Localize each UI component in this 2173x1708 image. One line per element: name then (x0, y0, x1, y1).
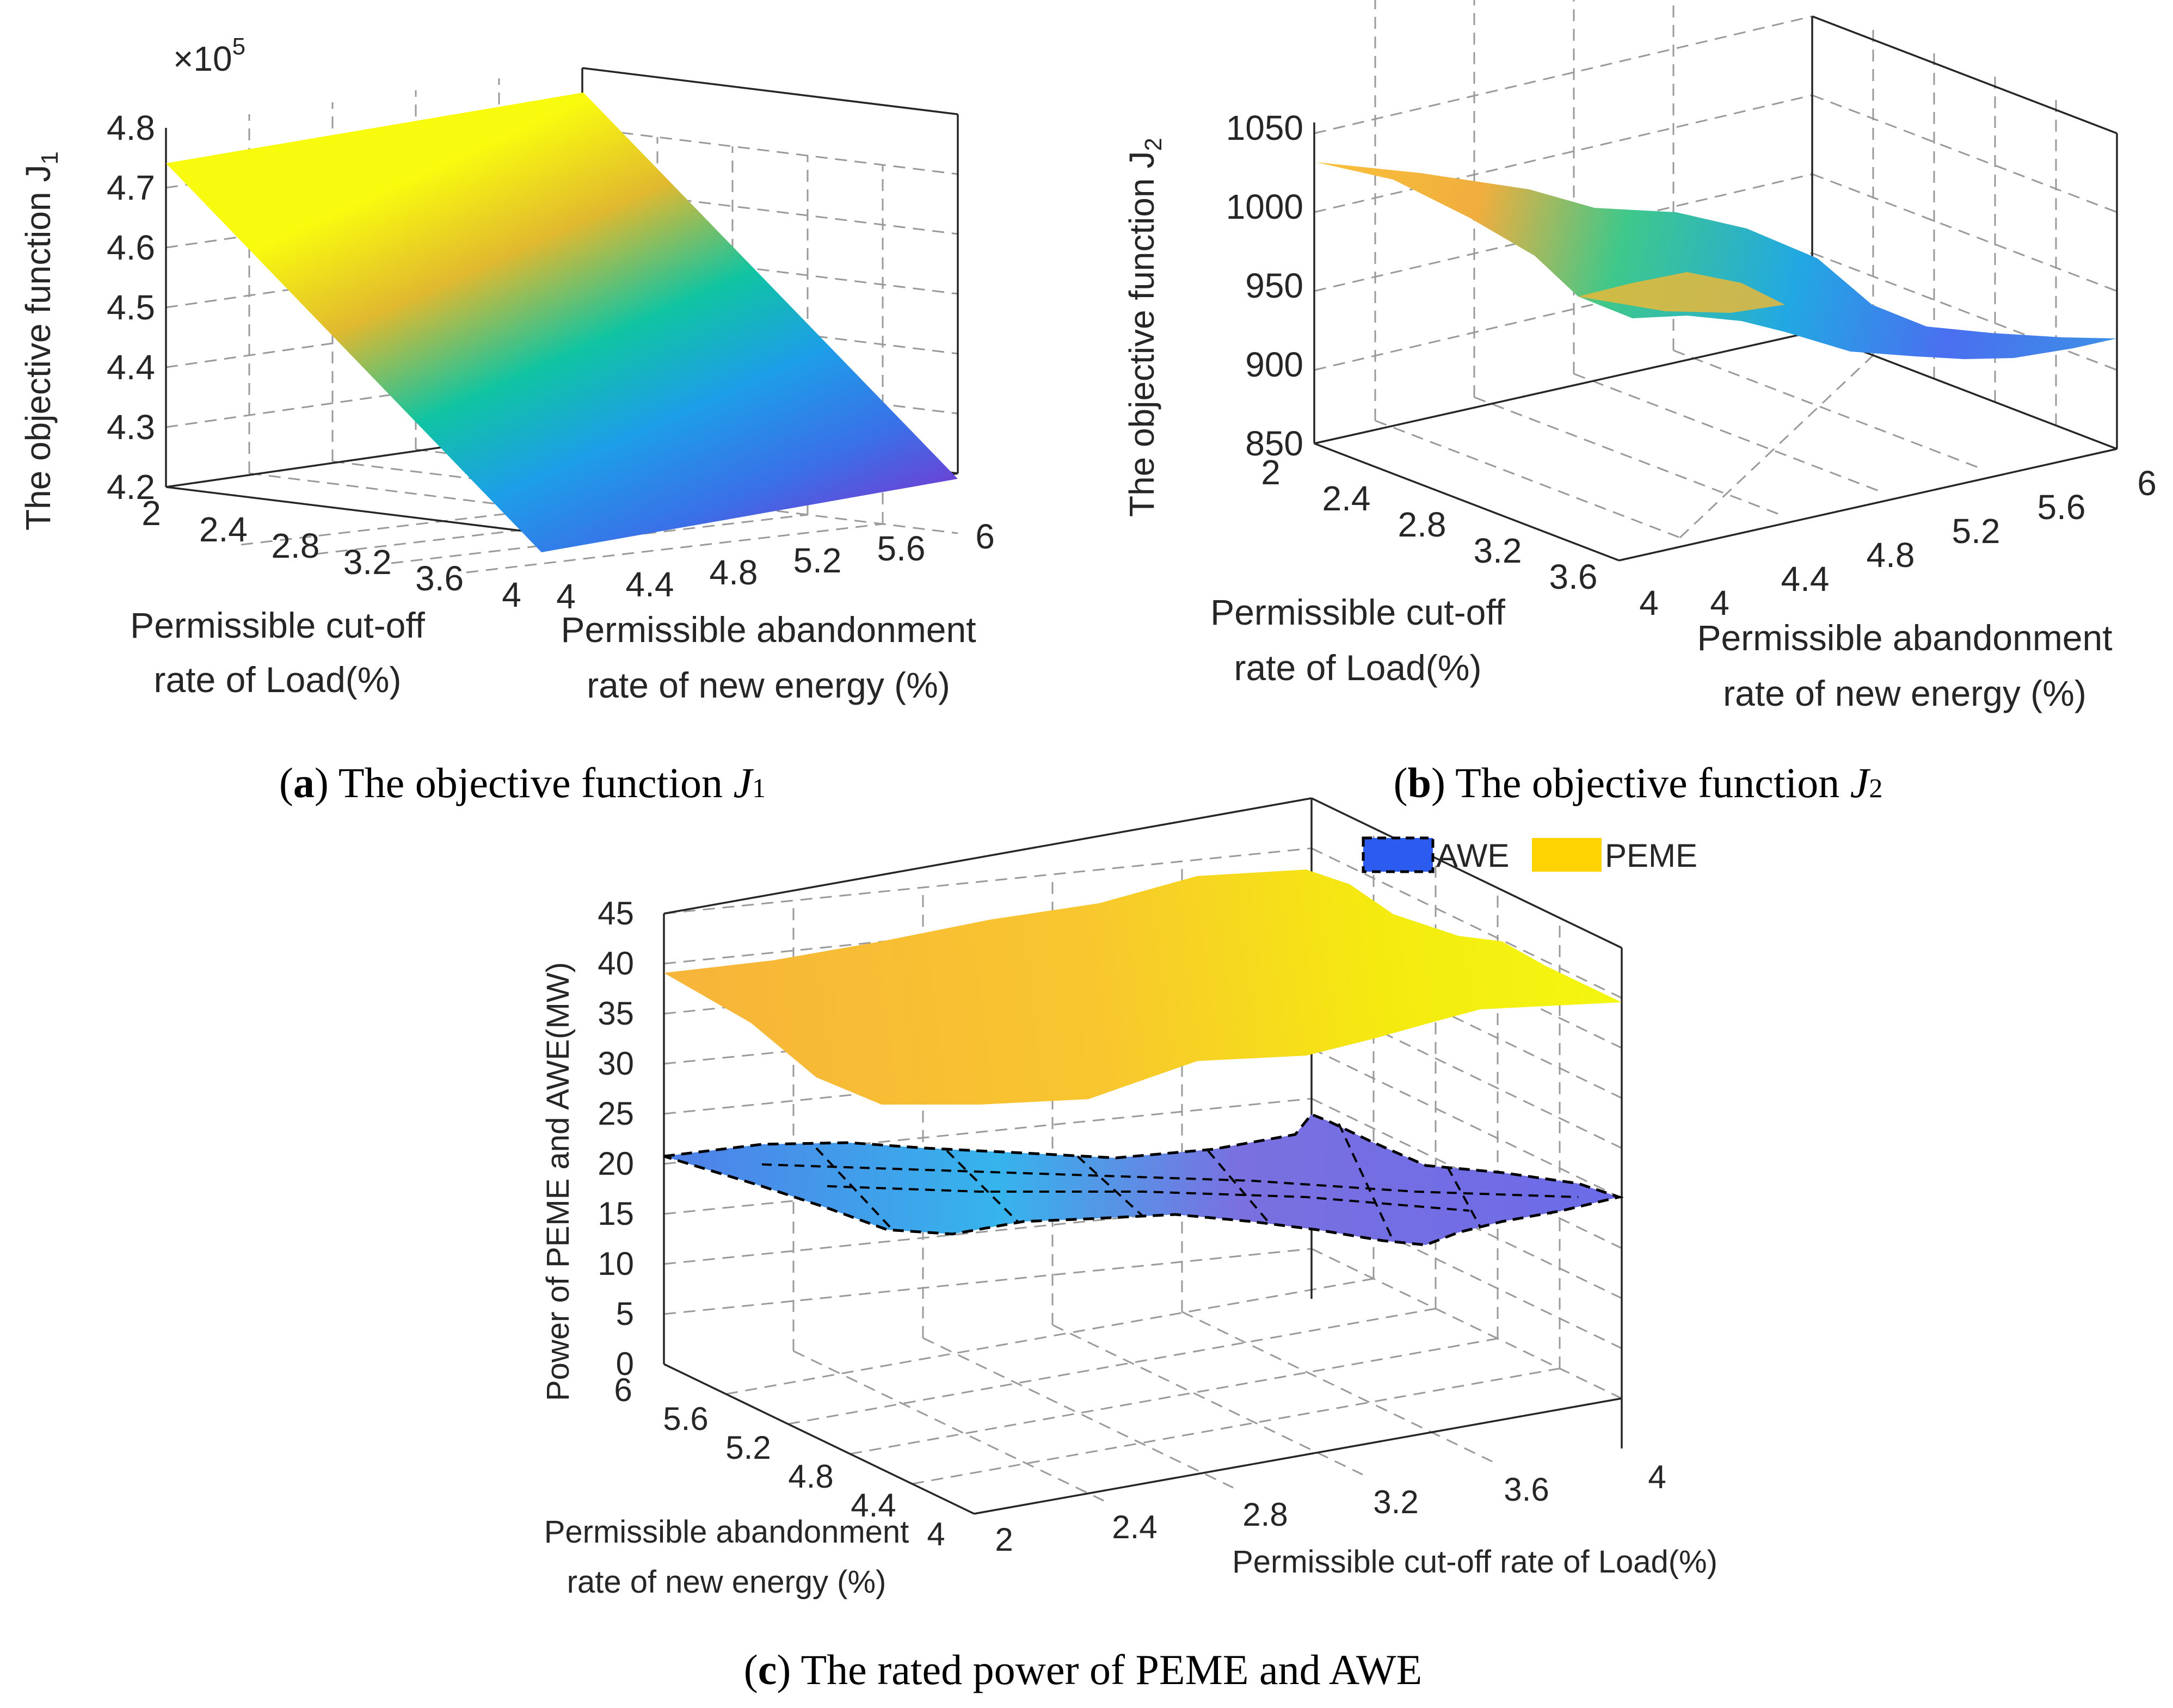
panel-a-y-tick: 4 (556, 577, 576, 616)
panel-c-y-label: rate of new energy (%) (567, 1564, 887, 1600)
panel-b-caption: (b) The objective function J2 (1394, 759, 1883, 806)
panel-c-y-tick: 4.4 (851, 1487, 896, 1524)
panel-b-x-tick: 2.4 (1322, 479, 1371, 518)
legend: AWE PEME (1362, 836, 1697, 874)
panel-a-z-tick: 4.2 (107, 467, 155, 507)
panel-c-y-tick: 4 (927, 1516, 945, 1552)
panel-b-surface-fold (1578, 272, 1785, 313)
peme-surface (664, 870, 1622, 1105)
panel-c-z-tick: 30 (598, 1045, 634, 1082)
panel-a-y-tick: 5.2 (793, 541, 842, 580)
panel-b-y-label: rate of new energy (%) (1723, 673, 2086, 713)
panel-c-z-tick: 5 (616, 1296, 634, 1332)
legend-swatch-peme (1532, 838, 1602, 872)
panel-b-z-label: The objective function J2 (1122, 138, 1167, 517)
panel-c-x-tick: 2 (995, 1521, 1013, 1558)
panel-a-x-tick: 2 (141, 494, 161, 533)
panel-c-z-tick: 40 (598, 945, 634, 982)
panel-c-y-label: Permissible abandonment (544, 1514, 909, 1550)
legend-swatch-awe (1362, 836, 1435, 873)
panel-b-x-tick: 2.8 (1398, 505, 1446, 544)
panel-b-y-tick: 4.8 (1867, 535, 1915, 575)
panel-b-x-label: Permissible cut-off (1210, 592, 1505, 632)
panel-b-y-tick: 4.4 (1781, 559, 1830, 599)
panel-a-z-tick: 4.4 (107, 348, 155, 387)
panel-b (1313, 0, 2118, 562)
panel-a-text: 4.2 4.3 4.4 4.5 4.6 4.7 4.8 2 2.4 2.8 3.2 3.6 4 4 4.4 4… (19, 33, 995, 705)
panel-c-z-tick: 0 (616, 1346, 634, 1382)
panel-a-x-tick: 2.4 (199, 510, 248, 549)
panel-c-z-tick: 20 (598, 1145, 634, 1182)
captions: (a) The objective function J1 (b) The obj… (279, 759, 1882, 1693)
panel-b-x-tick: 3.2 (1474, 531, 1522, 570)
panel-a-z-multiplier: ×105 (173, 33, 245, 78)
panel-a-y-tick: 5.6 (877, 529, 926, 568)
panel-b-y-tick: 6 (2137, 464, 2157, 503)
panel-c-z-tick: 45 (598, 895, 634, 932)
panel-b-y-tick: 5.2 (1952, 511, 2000, 551)
legend-label-awe: AWE (1436, 837, 1509, 874)
panel-c-y-tick: 5.6 (663, 1401, 708, 1437)
panel-a-y-label: Permissible abandonment (561, 609, 976, 650)
panel-b-x-tick: 3.6 (1549, 557, 1598, 596)
panel-c-z-tick: 10 (598, 1245, 634, 1282)
panel-c-z-tick: 35 (598, 995, 634, 1032)
panel-a-z-tick: 4.6 (107, 228, 155, 267)
panel-c-y-tick: 6 (614, 1372, 632, 1408)
panel-c-x-tick: 3.6 (1504, 1471, 1549, 1508)
panel-c-x-label: Permissible cut-off rate of Load(%) (1232, 1544, 1718, 1580)
panel-b-y-tick: 5.6 (2037, 488, 2086, 527)
panel-a-caption: (a) The objective function J1 (279, 759, 766, 806)
panel-b-z-tick: 950 (1245, 266, 1303, 305)
panel-c-x-tick: 4 (1648, 1459, 1666, 1495)
panel-a-surface (166, 93, 958, 552)
panel-b-axes (1313, 15, 2118, 562)
panel-b-surface (1316, 162, 2117, 359)
panel-b-z-tick: 1000 (1226, 187, 1303, 226)
panel-b-z-tick: 900 (1245, 345, 1303, 384)
panel-a-y-tick: 4.4 (626, 565, 674, 604)
panel-a-x-tick: 2.8 (271, 526, 319, 565)
panel-c-caption: (c) The rated power of PEME and AWE (744, 1646, 1422, 1693)
panel-c-y-tick: 4.8 (788, 1458, 833, 1495)
panel-b-x-tick: 4 (1639, 583, 1659, 622)
panel-c-x-tick: 2.8 (1242, 1496, 1288, 1533)
panel-a-z-tick: 4.3 (107, 408, 155, 447)
panel-c (663, 797, 1624, 1515)
panel-b-x-label: rate of Load(%) (1234, 648, 1482, 688)
panel-a-x-tick: 3.2 (343, 542, 392, 582)
awe-mesh-lines (761, 1123, 1579, 1241)
panel-c-y-tick: 5.2 (725, 1429, 771, 1466)
panel-c-z-label: Power of PEME and AWE(MW) (540, 962, 576, 1401)
panel-a-z-tick: 4.7 (107, 168, 155, 207)
panel-a-y-tick: 6 (975, 517, 995, 556)
panel-a-y-label: rate of new energy (%) (587, 665, 950, 705)
panel-b-y-label: Permissible abandonment (1697, 618, 2112, 658)
panel-b-x-tick: 2 (1261, 453, 1281, 492)
panel-a-x-label: Permissible cut-off (130, 605, 425, 645)
panel-a-z-label: The objective function J1 (19, 151, 63, 531)
panel-c-z-tick: 25 (598, 1095, 634, 1132)
panel-a (165, 67, 959, 574)
panel-a-z-tick: 4.5 (107, 288, 155, 327)
panel-a-z-tick: 4.8 (107, 108, 155, 147)
panel-b-text: 850 900 950 1000 1050 2 2.4 2.8 3.2 3.6 4 4 4.4 4.8 5.… (1122, 108, 2157, 713)
panel-a-x-label: rate of Load(%) (154, 659, 402, 700)
panel-b-z-tick: 1050 (1226, 108, 1303, 147)
panel-c-x-tick: 3.2 (1373, 1484, 1418, 1520)
awe-surface (663, 1112, 1624, 1247)
panel-b-z-tick: 850 (1245, 424, 1303, 463)
legend-label-peme: PEME (1605, 837, 1697, 874)
panel-a-x-tick: 4 (502, 575, 521, 614)
panel-a-y-tick: 4.8 (710, 553, 758, 592)
panel-c-z-tick: 15 (598, 1195, 634, 1232)
panel-c-text: 0 5 10 15 20 25 30 35 40 45 4 4.4 4.8 5.2 5.6 6 2 2.4 2.8 3… (540, 895, 1718, 1600)
panel-b-y-tick: 4 (1710, 583, 1729, 622)
panel-a-x-tick: 3.6 (415, 559, 464, 598)
panel-c-x-tick: 2.4 (1112, 1509, 1157, 1545)
